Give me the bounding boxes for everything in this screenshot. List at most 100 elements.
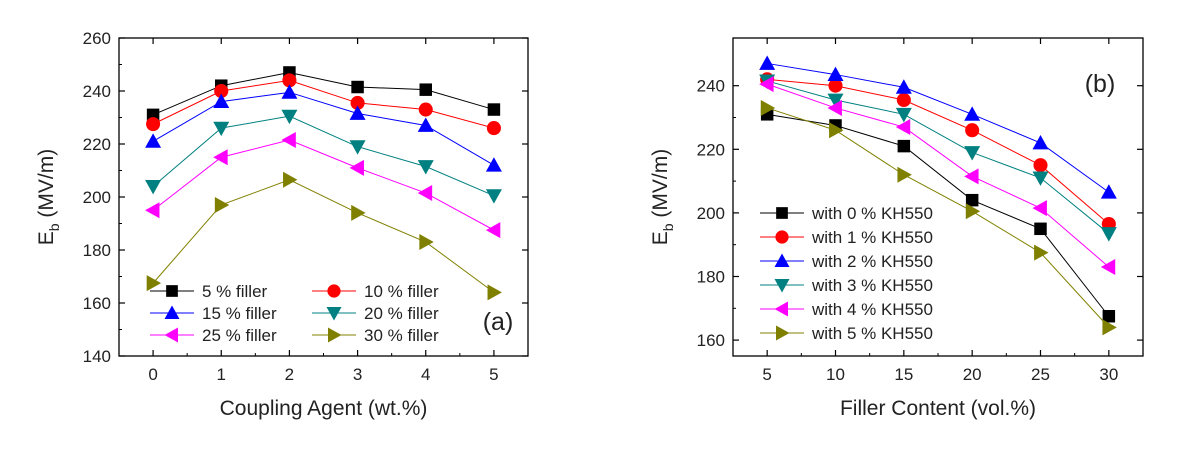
chart-panel-a: 0 1 2 3 4 5 140 160 180 200 220 240 260 Coupling Agen…: [35, 29, 529, 420]
plot-frame: [118, 37, 529, 357]
legend-label: with 3 % KH550: [811, 276, 933, 295]
legend-label: with 2 % KH550: [811, 252, 933, 271]
y-axis-label-subscript: b: [660, 223, 676, 231]
legend-marker: [774, 301, 788, 317]
legend-marker: [164, 305, 180, 319]
x-tick-label: 1: [217, 365, 226, 384]
y-tick-label: 220: [697, 140, 725, 159]
series-30-filler: [146, 171, 502, 301]
series-20-filler: [145, 109, 502, 204]
data-point: [214, 83, 229, 99]
legend-marker: [328, 327, 342, 343]
data-point: [487, 284, 502, 301]
data-point: [349, 105, 366, 120]
series-with-0-kh550: [760, 108, 1116, 323]
data-point: [351, 80, 364, 94]
y-tick-label: 160: [697, 331, 725, 350]
data-point: [965, 193, 979, 207]
legend-label: 25 % filler: [202, 326, 277, 345]
y-axis-label: Eb (MV/m): [649, 149, 676, 245]
data-point: [281, 84, 298, 99]
data-point: [897, 166, 912, 183]
data-point: [282, 73, 297, 88]
x-tick-label: 10: [826, 365, 845, 384]
series-line: [152, 139, 495, 231]
series-line: [152, 91, 495, 166]
data-point: [486, 121, 501, 136]
y-axis-label: Eb (MV/m): [35, 149, 62, 245]
data-point: [897, 139, 911, 153]
series-10-filler: [146, 73, 501, 136]
series-line: [767, 80, 1110, 234]
legend-label: with 5 % KH550: [811, 324, 933, 343]
data-point: [828, 78, 843, 93]
legend-marker: [775, 230, 789, 244]
data-point: [213, 93, 230, 108]
data-point: [349, 140, 366, 155]
data-point: [419, 234, 434, 251]
data-point: [827, 66, 844, 81]
data-point: [485, 222, 501, 239]
legend-marker: [166, 285, 178, 297]
data-point: [281, 109, 298, 125]
y-tick-label: 220: [83, 135, 111, 154]
x-tick-label: 4: [421, 365, 430, 384]
data-point: [213, 149, 228, 166]
legend-label: 15 % filler: [202, 304, 277, 323]
series-line: [152, 71, 495, 116]
data-point: [485, 157, 502, 172]
data-point: [759, 55, 776, 70]
data-point: [1102, 310, 1116, 323]
series-line: [152, 115, 495, 197]
data-point: [1100, 227, 1117, 242]
x-tick-label: 3: [353, 365, 362, 384]
x-tick-label: 0: [148, 365, 157, 384]
data-point: [214, 196, 230, 213]
plot-frame: [732, 37, 1144, 357]
x-tick-label: 15: [894, 365, 913, 384]
legend-label: with 1 % KH550: [811, 228, 933, 247]
data-point: [349, 159, 364, 176]
series-15-filler: [145, 84, 502, 172]
data-point: [1032, 171, 1049, 186]
data-point: [895, 119, 911, 136]
legend-label: 20 % filler: [364, 304, 439, 323]
data-point: [965, 123, 980, 138]
y-axis-label-symbol: E: [35, 231, 58, 245]
data-point: [213, 121, 230, 137]
x-tick-label: 30: [1099, 365, 1118, 384]
y-axis-label-subscript: b: [46, 223, 62, 231]
y-tick-label: 240: [83, 82, 111, 101]
data-point: [1032, 134, 1049, 150]
data-point: [760, 99, 776, 116]
data-point: [417, 117, 434, 132]
legend-label: 10 % filler: [364, 282, 439, 301]
legend-marker: [327, 284, 341, 298]
data-point: [1034, 244, 1049, 261]
data-point: [485, 189, 502, 204]
data-point: [964, 146, 981, 161]
data-point: [145, 133, 162, 148]
x-axis-label: Coupling Agent (wt.%): [220, 397, 428, 420]
y-tick-label: 180: [83, 241, 111, 260]
data-point: [283, 171, 298, 188]
x-tick-label: 2: [285, 365, 294, 384]
data-point: [419, 83, 432, 96]
data-point: [351, 204, 366, 221]
legend-label: with 0 % KH550: [811, 204, 933, 223]
legend-marker: [774, 279, 790, 293]
data-point: [417, 185, 433, 202]
x-tick-label: 5: [762, 365, 771, 384]
legend-label: with 4 % KH550: [811, 300, 933, 319]
series-with-4-kh550: [759, 76, 1116, 275]
data-point: [145, 180, 162, 195]
y-tick-label: 240: [697, 77, 725, 96]
x-axis-label: Filler Content (vol.%): [840, 397, 1036, 420]
data-point: [281, 132, 296, 149]
data-point: [1100, 258, 1116, 275]
legend-label: 30 % filler: [364, 326, 439, 345]
data-point: [350, 95, 365, 110]
series-with-2-kh550: [759, 55, 1117, 199]
series-line: [767, 113, 1110, 317]
